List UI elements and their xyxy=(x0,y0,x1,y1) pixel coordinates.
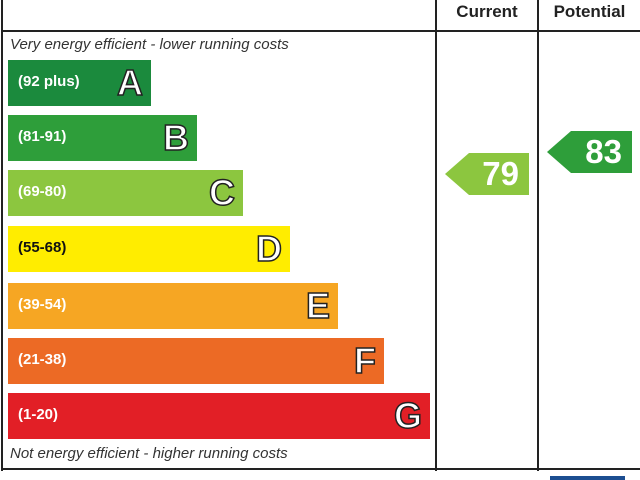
header-divider xyxy=(1,30,640,32)
band-f: (21-38) F xyxy=(8,338,384,384)
current-rating-value: 79 xyxy=(482,155,519,192)
band-range: (55-68) xyxy=(18,239,67,256)
band-letter: G xyxy=(393,394,423,437)
top-note: Very energy efficient - lower running co… xyxy=(10,36,289,53)
header-current: Current xyxy=(456,2,518,21)
band-letter: A xyxy=(116,61,144,104)
bottom-border xyxy=(1,468,640,470)
band-letter: F xyxy=(353,339,377,382)
band-c: (69-80) C xyxy=(8,170,243,216)
band-range: (81-91) xyxy=(18,128,67,145)
band-range: (21-38) xyxy=(18,351,67,368)
potential-rating-value: 83 xyxy=(585,133,622,170)
band-letter: C xyxy=(208,171,236,214)
band-g: (1-20) G xyxy=(8,393,430,439)
band-range: (69-80) xyxy=(18,183,67,200)
header-potential: Potential xyxy=(553,2,626,21)
band-letter: E xyxy=(305,284,331,327)
column-divider-potential xyxy=(537,0,539,471)
band-letter: B xyxy=(162,116,190,159)
left-border xyxy=(1,0,3,471)
band-range: (39-54) xyxy=(18,296,67,313)
band-letter: D xyxy=(255,227,283,270)
current-rating-arrow: 79 xyxy=(445,153,529,195)
band-range: (92 plus) xyxy=(18,73,80,90)
band-range: (1-20) xyxy=(18,406,59,423)
column-divider-current xyxy=(435,0,437,471)
blue-tab xyxy=(550,476,625,480)
potential-rating-arrow: 83 xyxy=(547,131,632,173)
band-d: (55-68) D xyxy=(8,226,290,272)
bottom-note: Not energy efficient - higher running co… xyxy=(10,445,288,462)
band-b: (81-91) B xyxy=(8,115,197,161)
band-a: (92 plus) A xyxy=(8,60,151,106)
band-e: (39-54) E xyxy=(8,283,338,329)
